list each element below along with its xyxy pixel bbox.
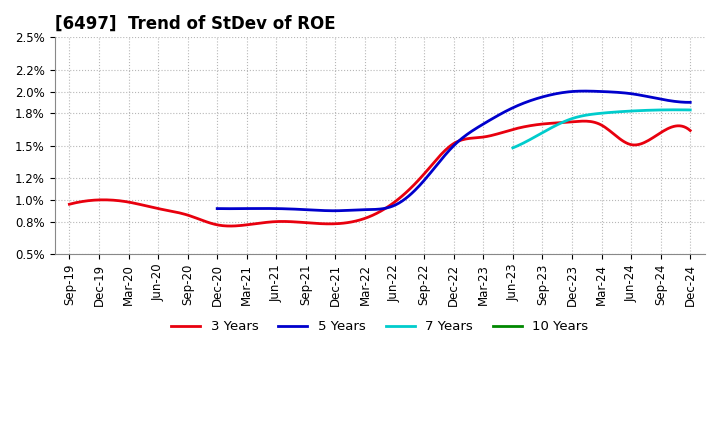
3 Years xyxy=(437,152,446,157)
5 Years xyxy=(496,111,505,117)
5 Years xyxy=(495,112,503,117)
Line: 3 Years: 3 Years xyxy=(69,121,690,226)
7 Years xyxy=(614,109,623,114)
Legend: 3 Years, 5 Years, 7 Years, 10 Years: 3 Years, 5 Years, 7 Years, 10 Years xyxy=(166,315,593,338)
7 Years xyxy=(509,145,518,150)
7 Years xyxy=(686,107,695,113)
5 Years xyxy=(215,206,223,211)
7 Years xyxy=(508,145,517,150)
3 Years xyxy=(225,224,233,229)
7 Years xyxy=(670,107,678,113)
5 Years xyxy=(330,208,338,213)
5 Years xyxy=(504,107,513,113)
Line: 7 Years: 7 Years xyxy=(513,110,690,148)
3 Years xyxy=(632,142,641,147)
3 Years xyxy=(435,154,444,159)
7 Years xyxy=(671,107,680,113)
7 Years xyxy=(617,109,626,114)
3 Years xyxy=(686,128,695,133)
Line: 5 Years: 5 Years xyxy=(217,91,690,211)
5 Years xyxy=(615,90,624,95)
3 Years xyxy=(65,202,73,207)
5 Years xyxy=(580,88,588,94)
3 Years xyxy=(67,201,76,206)
3 Years xyxy=(593,121,601,126)
7 Years xyxy=(658,107,667,113)
Text: [6497]  Trend of StDev of ROE: [6497] Trend of StDev of ROE xyxy=(55,15,336,33)
7 Years xyxy=(613,109,622,114)
3 Years xyxy=(447,143,456,148)
5 Years xyxy=(645,94,654,99)
5 Years xyxy=(686,100,695,105)
3 Years xyxy=(580,118,589,124)
5 Years xyxy=(213,206,222,211)
